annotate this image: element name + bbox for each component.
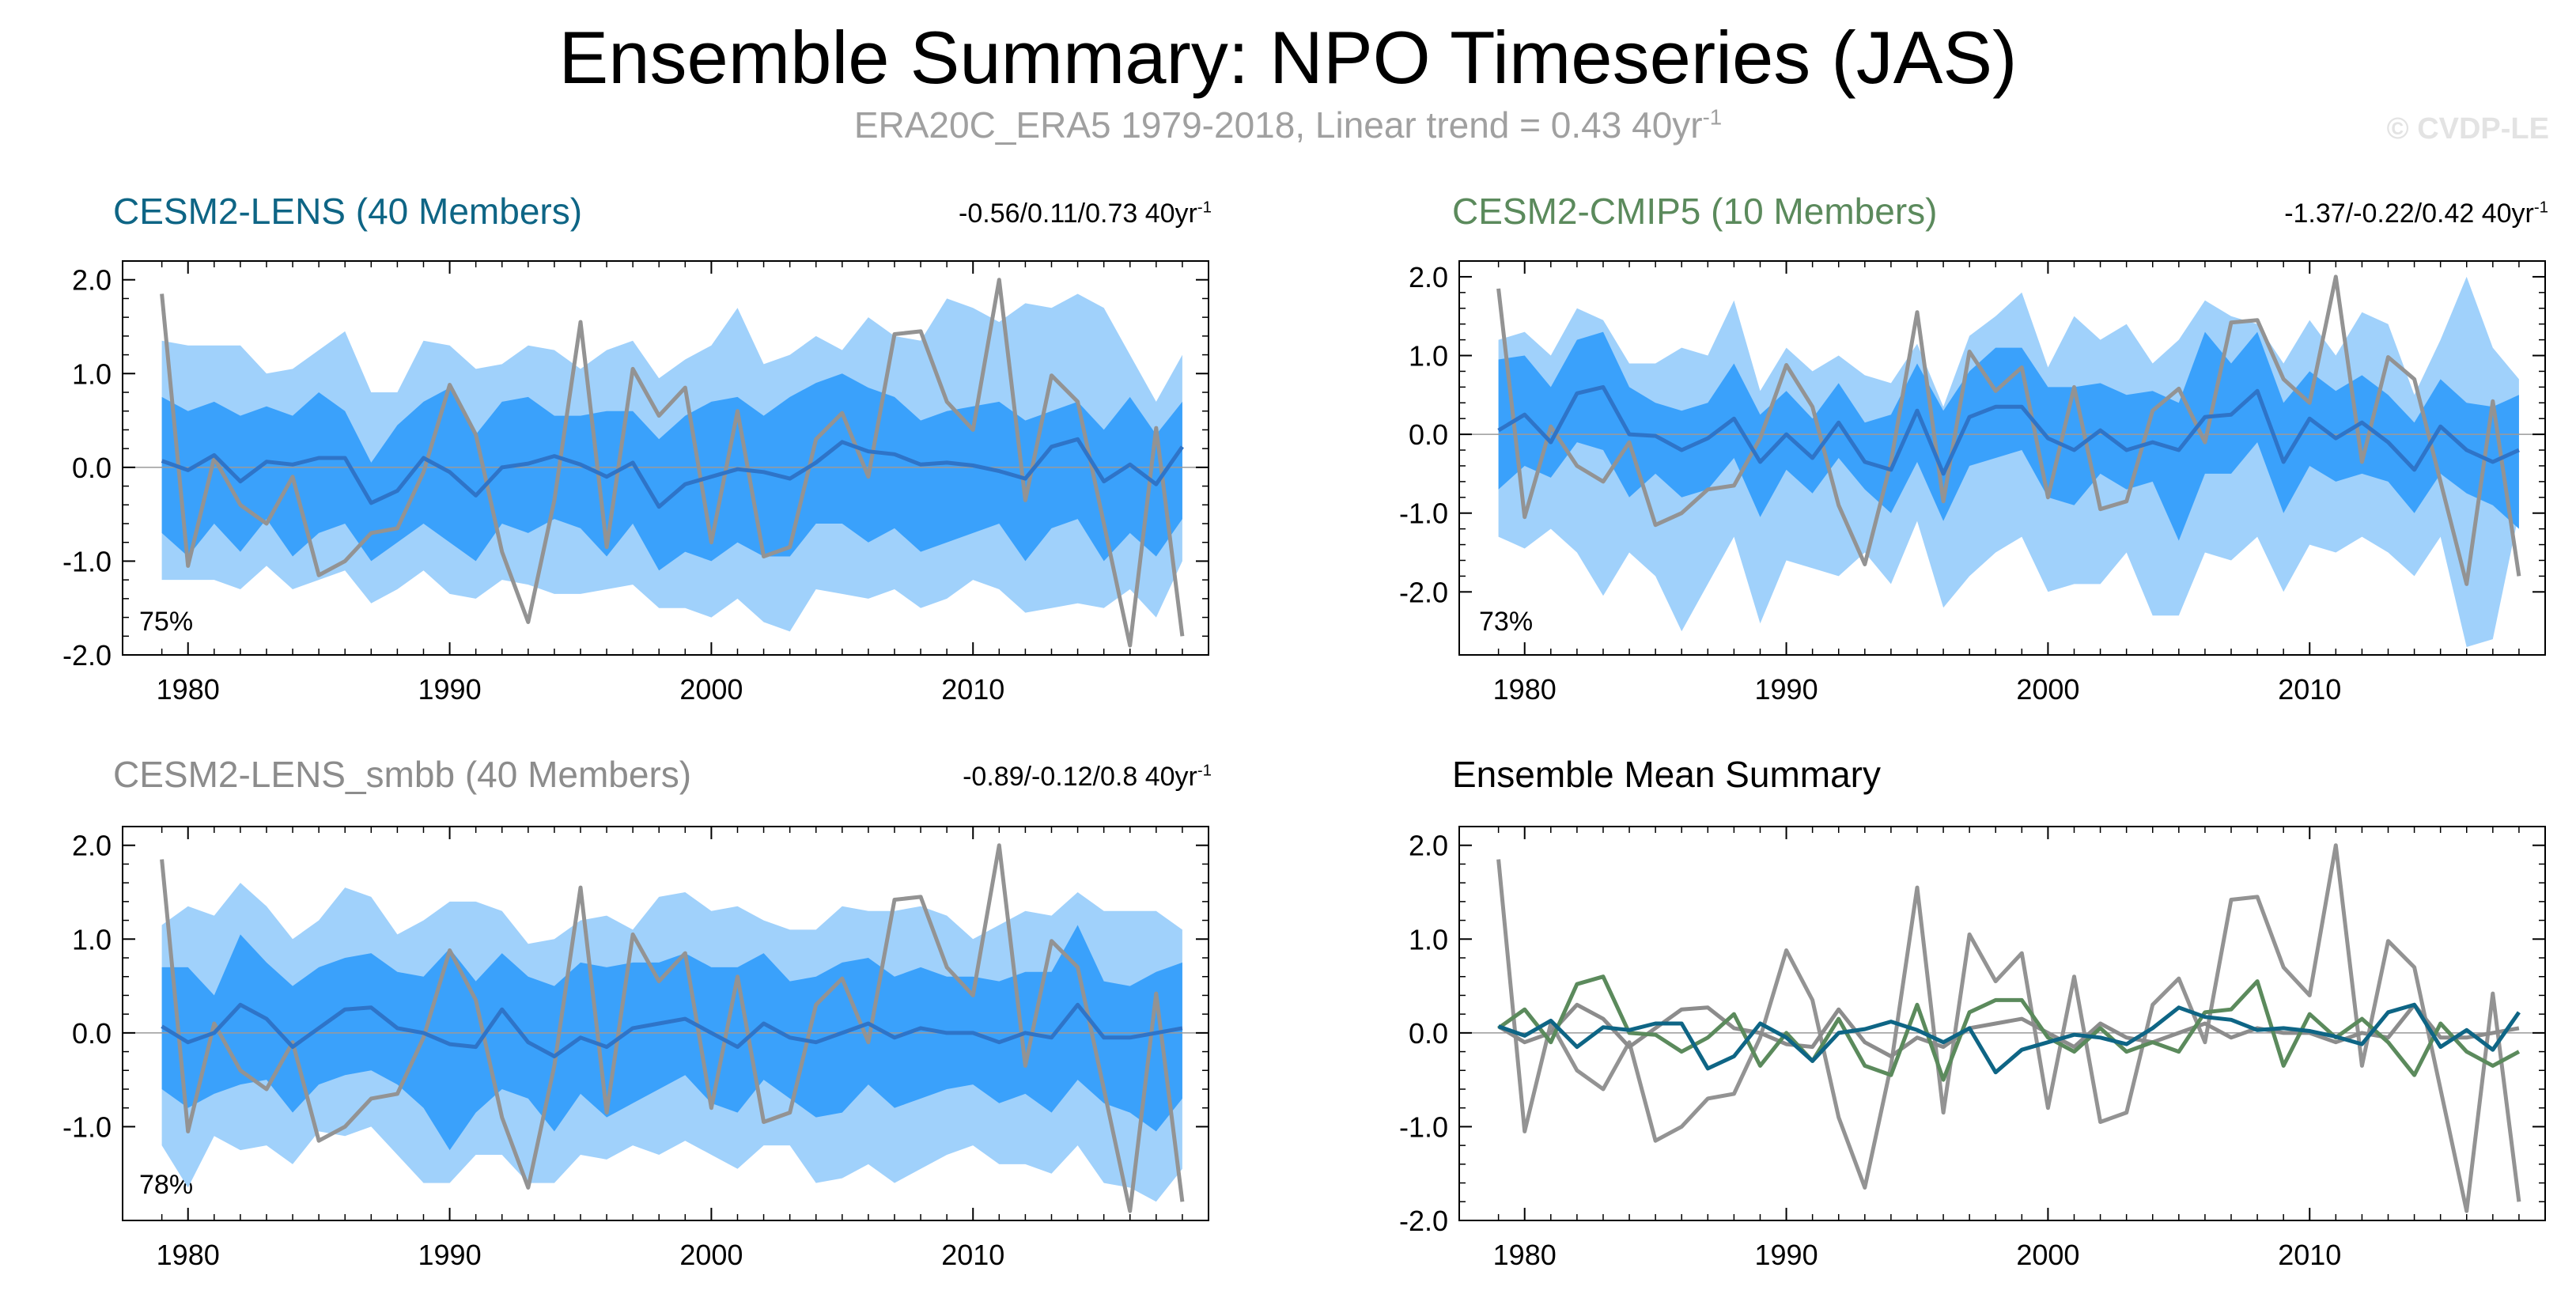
y-tick-label: 2.0 (72, 264, 112, 297)
series-line-cesm2-lens (1497, 1002, 2521, 1075)
y-tick-label: -1.0 (1399, 1111, 1448, 1143)
plot-frame (1458, 260, 2546, 656)
y-tick-label: -1.0 (62, 1111, 112, 1143)
panel-3-plot: 2.0 1.0 0.0 -1.0 1980 1990 2000 2010 (62, 826, 1209, 1271)
y-tick-label: 2.0 (1409, 830, 1448, 862)
series-line-cesm2-lens-smbb (1497, 1002, 2520, 1058)
y-tick-label: 0.0 (72, 452, 112, 484)
panel-2-range-exp: -1 (2533, 199, 2548, 217)
inner-range-band (1498, 331, 2519, 541)
x-tick-label: 1990 (1755, 1239, 1818, 1271)
y-tick-label: 1.0 (72, 923, 112, 955)
panel-1-range-text: -0.56/0.11/0.73 40yr (959, 199, 1197, 229)
x-tick-label: 1990 (418, 673, 482, 706)
x-tick-label: 1980 (1493, 673, 1557, 706)
panel-4-plot: 2.0 1.0 0.0 -1.0 -2.0 1980 1990 2000 2010 (1399, 826, 2546, 1271)
y-tick-label: 1.0 (1409, 923, 1448, 955)
y-tick-label: -1.0 (62, 545, 112, 577)
subtitle-text: ERA20C_ERA5 1979-2018, Linear trend = 0.… (853, 104, 1703, 146)
y-tick-label: 2.0 (72, 830, 112, 862)
panel-1-range-exp: -1 (1197, 199, 1212, 217)
x-tick-label: 2000 (679, 1239, 743, 1271)
x-tick-label: 2000 (2016, 673, 2079, 706)
plot-frame (122, 826, 1209, 1221)
plot-frame (122, 260, 1209, 656)
watermark: © CVDP-LE (2386, 112, 2549, 146)
page-title: Ensemble Summary: NPO Timeseries (JAS) (558, 16, 2018, 99)
y-tick-label: 0.0 (1409, 1017, 1448, 1050)
y-tick-label: -2.0 (1399, 1205, 1448, 1237)
plot-frame (1458, 826, 2546, 1221)
y-tick-label: -1.0 (1399, 498, 1448, 530)
x-tick-label: 1990 (1755, 673, 1818, 706)
panel-2-percent: 73% (1479, 607, 1534, 637)
x-tick-label: 2010 (941, 1239, 1004, 1271)
y-tick-label: 1.0 (1409, 340, 1448, 373)
obs-series-line (1496, 274, 2521, 586)
x-tick-label: 2010 (2278, 673, 2341, 706)
panel-4-title: Ensemble Mean Summary (1452, 754, 1881, 795)
ensemble-mean-line (1497, 384, 2520, 476)
y-tick-label: -2.0 (1399, 576, 1448, 608)
panel-3-title: CESM2-LENS_smbb (40 Members) (113, 754, 692, 795)
y-tick-label: -2.0 (62, 639, 112, 672)
panel-3-range: -0.89/-0.12/0.8 40yr-1 (963, 761, 1212, 793)
panel-2-range: -1.37/-0.22/0.42 40yr-1 (2284, 198, 2548, 229)
obs-series-line (160, 278, 1185, 648)
x-tick-label: 1980 (157, 673, 220, 706)
series-line-obs (1496, 843, 2521, 1213)
y-tick-label: 0.0 (1409, 418, 1448, 451)
ensemble-mean-line (161, 437, 1184, 509)
x-tick-label: 2010 (2278, 1239, 2341, 1271)
panel-3-range-exp: -1 (1197, 762, 1212, 780)
panel-1-range: -0.56/0.11/0.73 40yr-1 (959, 198, 1212, 229)
obs-series-line (160, 843, 1185, 1213)
inner-range-band (161, 925, 1182, 1151)
panel-3-range-text: -0.89/-0.12/0.8 40yr (963, 762, 1197, 792)
series-line-cesm2-cmip5 (1497, 974, 2521, 1082)
page-subtitle: ERA20C_ERA5 1979-2018, Linear trend = 0.… (0, 103, 2576, 147)
x-tick-label: 1980 (1493, 1239, 1557, 1271)
subtitle-exponent: -1 (1702, 104, 1723, 130)
y-tick-label: 0.0 (72, 1017, 112, 1050)
x-tick-label: 1990 (418, 1239, 482, 1271)
x-tick-label: 2010 (941, 673, 1004, 706)
panel-1-title: CESM2-LENS (40 Members) (113, 191, 583, 232)
y-tick-label: 1.0 (72, 358, 112, 390)
panel-2-plot: 2.0 1.0 0.0 -1.0 -2.0 1980 1990 2000 2010 (1399, 260, 2546, 706)
panel-2-title: CESM2-CMIP5 (10 Members) (1452, 191, 1938, 232)
x-tick-label: 2000 (679, 673, 743, 706)
panel-1-percent: 75% (139, 607, 194, 637)
ensemble-mean-line (161, 1002, 1183, 1058)
inner-range-band (161, 373, 1182, 571)
panel-1-plot: 2.0 1.0 0.0 -1.0 -2.0 1980 1990 2000 2010 (62, 260, 1209, 706)
panel-2-range-text: -1.37/-0.22/0.42 40yr (2284, 199, 2534, 229)
x-tick-label: 2000 (2016, 1239, 2079, 1271)
y-tick-label: 2.0 (1409, 261, 1448, 293)
x-tick-label: 1980 (157, 1239, 220, 1271)
